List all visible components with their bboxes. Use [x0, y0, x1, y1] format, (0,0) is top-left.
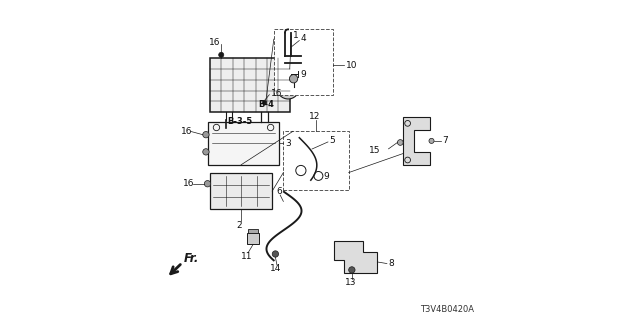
- Text: 15: 15: [369, 146, 381, 155]
- Text: 10: 10: [346, 61, 357, 70]
- Circle shape: [282, 82, 294, 93]
- Text: 9: 9: [300, 70, 306, 79]
- Text: 4: 4: [301, 35, 307, 44]
- Bar: [209, 122, 278, 165]
- Circle shape: [219, 52, 224, 57]
- Text: B-3-5: B-3-5: [228, 117, 253, 126]
- Text: 16: 16: [209, 38, 220, 47]
- Text: 16: 16: [181, 127, 193, 136]
- Text: 12: 12: [308, 112, 320, 121]
- Circle shape: [277, 77, 300, 99]
- Text: 5: 5: [330, 136, 335, 145]
- Circle shape: [262, 100, 267, 105]
- Text: 11: 11: [241, 252, 252, 261]
- Text: 3: 3: [285, 139, 291, 148]
- Bar: [284, 131, 349, 190]
- Text: 9: 9: [323, 172, 329, 181]
- Text: 13: 13: [344, 277, 356, 286]
- Bar: [248, 228, 258, 233]
- Bar: [246, 233, 259, 244]
- Circle shape: [204, 180, 211, 187]
- Circle shape: [203, 132, 209, 138]
- Text: B-4: B-4: [258, 100, 274, 109]
- Text: Fr.: Fr.: [184, 252, 199, 265]
- Bar: [210, 58, 290, 112]
- Circle shape: [203, 149, 209, 155]
- Circle shape: [272, 251, 278, 257]
- Bar: [210, 173, 272, 209]
- Circle shape: [349, 267, 355, 273]
- Text: 14: 14: [270, 264, 282, 274]
- Text: 6: 6: [276, 188, 282, 196]
- Circle shape: [429, 138, 434, 143]
- Text: 16: 16: [183, 179, 195, 188]
- Text: 2: 2: [237, 221, 243, 230]
- Text: 7: 7: [443, 136, 449, 145]
- Text: 1: 1: [293, 31, 299, 40]
- Circle shape: [397, 140, 403, 145]
- Text: 16: 16: [271, 89, 282, 98]
- Polygon shape: [334, 241, 378, 273]
- Circle shape: [289, 75, 298, 83]
- Polygon shape: [403, 117, 430, 165]
- Text: T3V4B0420A: T3V4B0420A: [420, 305, 474, 314]
- Text: 8: 8: [388, 259, 394, 268]
- Bar: [274, 29, 333, 95]
